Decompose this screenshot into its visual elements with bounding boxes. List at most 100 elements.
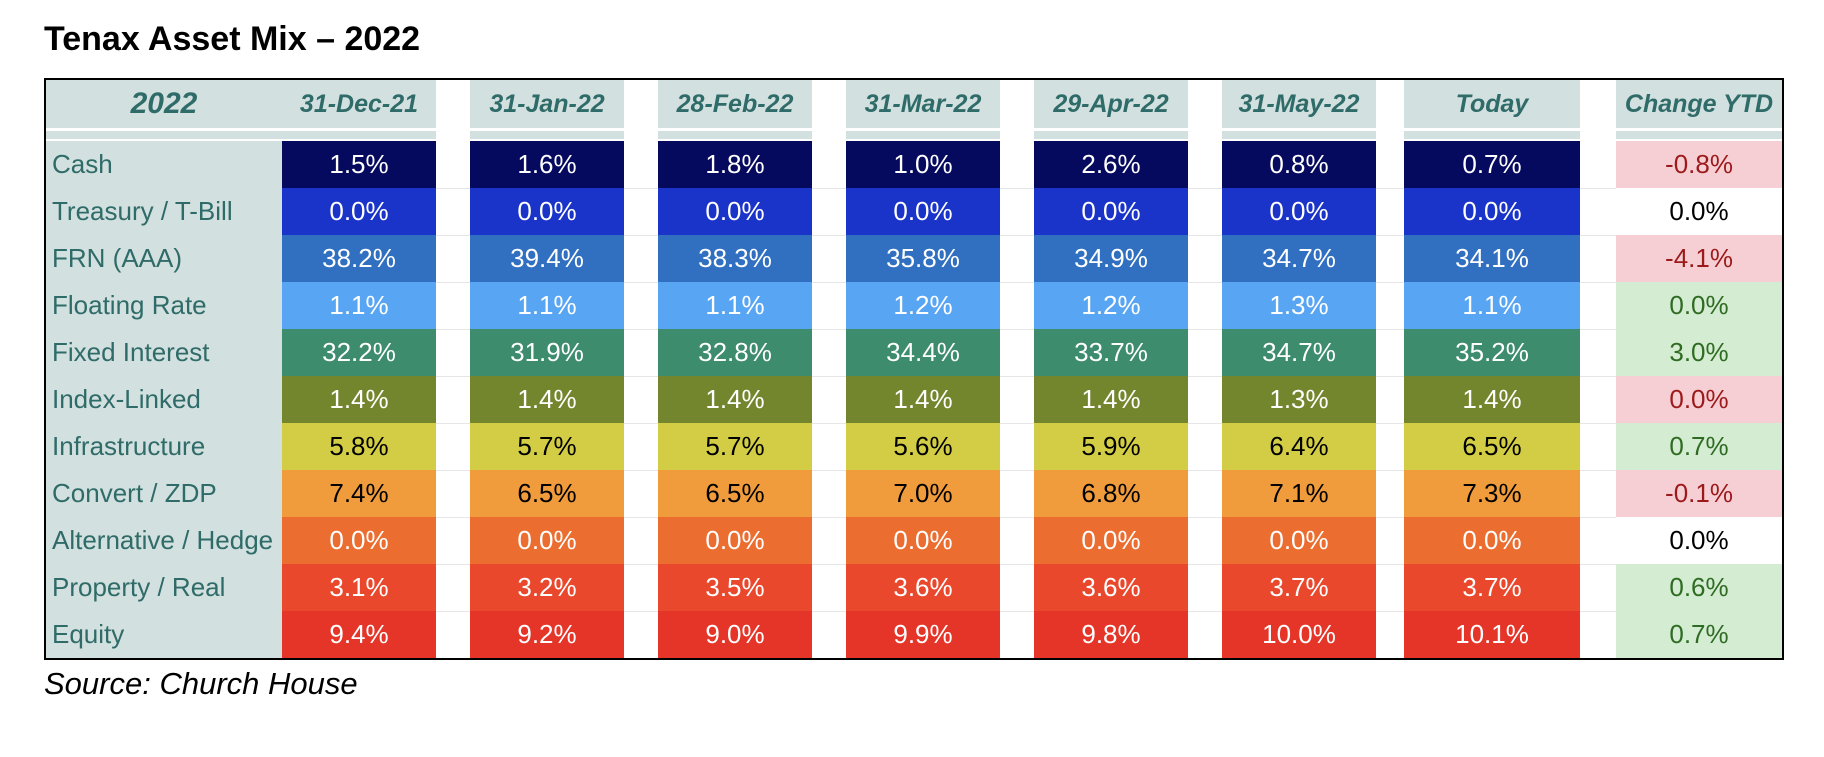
change-ytd-cell: -0.8% [1616, 141, 1782, 188]
header-gap-strip [1034, 128, 1188, 142]
value-cell: 0.0% [658, 188, 812, 235]
value-cell: 1.8% [658, 141, 812, 188]
change-ytd-cell: 3.0% [1616, 329, 1782, 376]
value-cell: 35.2% [1404, 329, 1580, 376]
value-cell: 7.4% [282, 470, 436, 517]
value-cell: 31.9% [470, 329, 624, 376]
value-cell: 1.5% [282, 141, 436, 188]
value-cell: 5.6% [846, 423, 1000, 470]
row-label: Treasury / T-Bill [46, 188, 282, 235]
value-cell: 32.8% [658, 329, 812, 376]
value-cell: 0.0% [658, 517, 812, 564]
row-label: Cash [46, 141, 282, 188]
value-cell: 7.1% [1222, 470, 1376, 517]
value-cell: 9.0% [658, 611, 812, 658]
value-cell: 0.0% [470, 188, 624, 235]
header-gap-strip [282, 128, 436, 142]
value-cell: 10.1% [1404, 611, 1580, 658]
value-cell: 1.4% [1034, 376, 1188, 423]
value-cell: 6.8% [1034, 470, 1188, 517]
value-cell: 1.3% [1222, 376, 1376, 423]
value-cell: 34.7% [1222, 235, 1376, 282]
value-cell: 6.5% [1404, 423, 1580, 470]
table-row: Treasury / T-Bill 0.0% 0.0% 0.0% 0.0% 0.0% 0.0… [46, 188, 1782, 235]
value-cell: 2.6% [1034, 141, 1188, 188]
value-cell: 34.7% [1222, 329, 1376, 376]
table-row: Cash 1.5% 1.6% 1.8% 1.0% 2.6% 0.8% 0.7% -0.8% [46, 141, 1782, 188]
value-cell: 1.0% [846, 141, 1000, 188]
value-cell: 9.9% [846, 611, 1000, 658]
value-cell: 34.9% [1034, 235, 1188, 282]
value-cell: 6.5% [658, 470, 812, 517]
value-cell: 5.7% [470, 423, 624, 470]
value-cell: 3.7% [1222, 564, 1376, 611]
column-header: 29-Apr-22 [1034, 80, 1188, 128]
value-cell: 35.8% [846, 235, 1000, 282]
value-cell: 5.9% [1034, 423, 1188, 470]
value-cell: 1.4% [470, 376, 624, 423]
table-row: Convert / ZDP 7.4% 6.5% 6.5% 7.0% 6.8% 7.1% 7.3… [46, 470, 1782, 517]
value-cell: 0.7% [1404, 141, 1580, 188]
change-ytd-cell: 0.0% [1616, 188, 1782, 235]
change-ytd-cell: 0.7% [1616, 611, 1782, 658]
value-cell: 32.2% [282, 329, 436, 376]
value-cell: 1.1% [658, 282, 812, 329]
value-cell: 1.4% [1404, 376, 1580, 423]
value-cell: 6.4% [1222, 423, 1376, 470]
value-cell: 0.0% [1034, 188, 1188, 235]
value-cell: 1.2% [1034, 282, 1188, 329]
value-cell: 3.2% [470, 564, 624, 611]
value-cell: 0.0% [1404, 188, 1580, 235]
value-cell: 0.0% [846, 517, 1000, 564]
row-label: Infrastructure [46, 423, 282, 470]
value-cell: 1.3% [1222, 282, 1376, 329]
header-row: 2022 31-Dec-21 31-Jan-22 28-Feb-22 31-Mar-22… [46, 80, 1782, 142]
value-cell: 1.6% [470, 141, 624, 188]
header-gap-strip [46, 128, 282, 142]
change-ytd-cell: 0.7% [1616, 423, 1782, 470]
value-cell: 38.3% [658, 235, 812, 282]
value-cell: 3.6% [846, 564, 1000, 611]
value-cell: 9.8% [1034, 611, 1188, 658]
row-label: Alternative / Hedge [46, 517, 282, 564]
value-cell: 1.1% [282, 282, 436, 329]
value-cell: 3.6% [1034, 564, 1188, 611]
value-cell: 7.3% [1404, 470, 1580, 517]
row-label: Property / Real [46, 564, 282, 611]
value-cell: 0.0% [282, 188, 436, 235]
asset-mix-table: 2022 31-Dec-21 31-Jan-22 28-Feb-22 31-Mar-22… [44, 78, 1784, 660]
value-cell: 1.1% [470, 282, 624, 329]
row-label: Fixed Interest [46, 329, 282, 376]
source-note: Source: Church House [44, 666, 358, 701]
table-row: Equity 9.4% 9.2% 9.0% 9.9% 9.8% 10.0% 10.1% 0.7% [46, 611, 1782, 658]
value-cell: 0.0% [1034, 517, 1188, 564]
table-row: Alternative / Hedge 0.0% 0.0% 0.0% 0.0% 0.0% 0… [46, 517, 1782, 564]
change-ytd-header: Change YTD [1616, 80, 1782, 128]
value-cell: 1.1% [1404, 282, 1580, 329]
change-ytd-cell: -4.1% [1616, 235, 1782, 282]
header-gap-strip [1404, 128, 1580, 142]
header-gap-strip [846, 128, 1000, 142]
value-cell: 0.0% [470, 517, 624, 564]
value-cell: 3.5% [658, 564, 812, 611]
column-header: 31-Dec-21 [282, 80, 436, 128]
value-cell: 39.4% [470, 235, 624, 282]
value-cell: 0.8% [1222, 141, 1376, 188]
value-cell: 1.4% [282, 376, 436, 423]
table-row: Index-Linked 1.4% 1.4% 1.4% 1.4% 1.4% 1.3% 1.4%… [46, 376, 1782, 423]
row-label: FRN (AAA) [46, 235, 282, 282]
header-gap-strip [1222, 128, 1376, 142]
change-ytd-cell: 0.0% [1616, 376, 1782, 423]
value-cell: 9.2% [470, 611, 624, 658]
header-gap-strip [1616, 128, 1782, 142]
value-cell: 0.0% [1222, 188, 1376, 235]
value-cell: 33.7% [1034, 329, 1188, 376]
value-cell: 38.2% [282, 235, 436, 282]
row-label: Convert / ZDP [46, 470, 282, 517]
column-header: 31-Jan-22 [470, 80, 624, 128]
table-row: Fixed Interest 32.2% 31.9% 32.8% 34.4% 33.7% 3… [46, 329, 1782, 376]
value-cell: 7.0% [846, 470, 1000, 517]
change-ytd-cell: 0.6% [1616, 564, 1782, 611]
header-gap-strip [470, 128, 624, 142]
value-cell: 0.0% [846, 188, 1000, 235]
